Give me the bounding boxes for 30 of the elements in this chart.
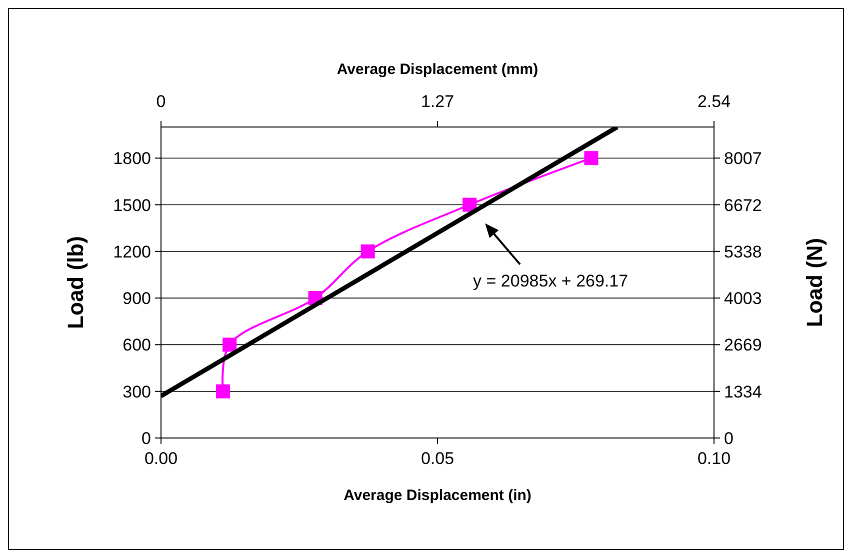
x2-axis-title: Average Displacement (mm) (336, 61, 538, 78)
y2-tick-label: 1334 (724, 382, 762, 402)
x-axis-title: Average Displacement (in) (344, 487, 532, 504)
y2-tick-label: 4003 (724, 289, 762, 308)
x-tick-label: 0.00 (144, 449, 178, 468)
point (584, 151, 598, 166)
y2-tick-label: 5338 (724, 242, 762, 262)
y2-tick-label: 6672 (724, 196, 762, 215)
y-tick-label: 900 (122, 289, 151, 308)
point (222, 338, 237, 352)
y2-axis-title: Load (N) (802, 238, 827, 328)
x2-tick-label: 0 (156, 92, 166, 111)
annotation: y = 20985x + 269.17 (473, 271, 628, 290)
x-tick-label: 0.05 (420, 449, 454, 468)
point (216, 384, 230, 398)
y-tick-label: 1200 (113, 242, 151, 262)
y2-tick-label: 8007 (724, 149, 762, 168)
x2-tick-label: 2.54 (697, 92, 731, 111)
x-tick-label: 0.10 (697, 449, 731, 468)
y-tick-label: 600 (122, 336, 151, 355)
y-tick-label: 1500 (113, 196, 151, 215)
y2-tick-label: 2669 (724, 336, 762, 355)
y-axis-title: Load (lb) (63, 236, 88, 329)
point (360, 244, 375, 258)
y2-tick-label: 0 (724, 429, 734, 448)
y-tick-label: 1800 (113, 149, 151, 168)
y-tick-label: 0 (142, 429, 151, 448)
point (462, 198, 477, 212)
x2-tick-label: 1.27 (420, 92, 454, 111)
y-tick-label: 300 (122, 382, 151, 402)
